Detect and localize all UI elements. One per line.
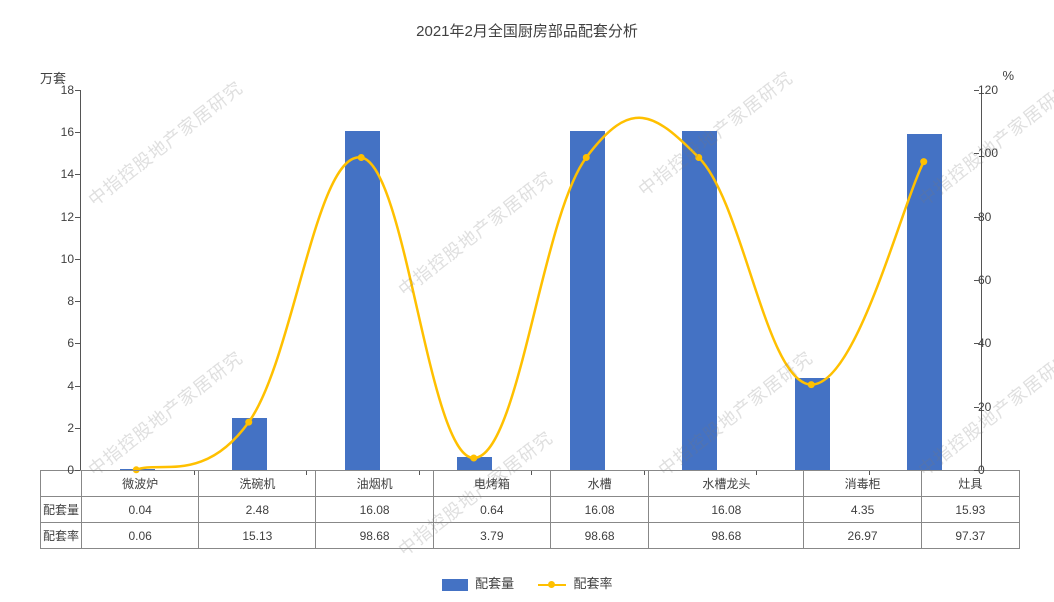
bar [907, 134, 942, 470]
tick-mark [974, 343, 979, 344]
table-cell: 16.08 [550, 497, 648, 523]
table-cell: 98.68 [316, 523, 433, 549]
tick-mark [974, 153, 979, 154]
tick-mark [75, 386, 80, 387]
ytick-right: 60 [978, 273, 1006, 287]
table-cell: 98.68 [550, 523, 648, 549]
ytick-right: 100 [978, 146, 1006, 160]
table-category-header: 洗碗机 [199, 471, 316, 497]
tick-mark [974, 407, 979, 408]
ytick-left: 14 [50, 167, 74, 181]
table-cell: 16.08 [649, 497, 804, 523]
bar [570, 131, 605, 470]
ytick-left: 8 [50, 294, 74, 308]
table-row-header: 配套量 [41, 497, 82, 523]
ytick-left: 2 [50, 421, 74, 435]
ytick-left: 0 [50, 463, 74, 477]
tick-mark [974, 470, 979, 471]
table-category-header: 水槽 [550, 471, 648, 497]
table-cell: 4.35 [804, 497, 921, 523]
ytick-right: 80 [978, 210, 1006, 224]
ytick-right: 0 [978, 463, 1006, 477]
table-category-header: 水槽龙头 [649, 471, 804, 497]
table-category-header: 微波炉 [82, 471, 199, 497]
table-cell: 15.93 [921, 497, 1019, 523]
legend: 配套量 配套率 [0, 573, 1054, 592]
tick-mark [75, 428, 80, 429]
legend-bar-label: 配套量 [475, 576, 514, 591]
table-category-header: 消毒柜 [804, 471, 921, 497]
bar [457, 457, 492, 471]
bar [232, 418, 267, 470]
legend-bar-swatch [442, 579, 468, 591]
table-cell: 16.08 [316, 497, 433, 523]
table-cell: 26.97 [804, 523, 921, 549]
table-cell: 15.13 [199, 523, 316, 549]
tick-mark [974, 280, 979, 281]
table-cell: 0.64 [433, 497, 550, 523]
tick-mark [75, 470, 80, 471]
tick-mark [974, 90, 979, 91]
ytick-right: 120 [978, 83, 1006, 97]
right-axis-label: % [1002, 68, 1014, 83]
ytick-left: 16 [50, 125, 74, 139]
ytick-left: 10 [50, 252, 74, 266]
table-category-header: 电烤箱 [433, 471, 550, 497]
bar [682, 131, 717, 470]
ytick-left: 12 [50, 210, 74, 224]
legend-line-label: 配套率 [573, 576, 612, 591]
table-cell: 0.06 [82, 523, 199, 549]
table-cell: 3.79 [433, 523, 550, 549]
chart-title: 2021年2月全国厨房部品配套分析 [0, 0, 1054, 41]
bar [345, 131, 380, 470]
ytick-left: 4 [50, 379, 74, 393]
tick-mark [75, 259, 80, 260]
tick-mark [75, 90, 80, 91]
ytick-right: 40 [978, 336, 1006, 350]
table-cell: 98.68 [649, 523, 804, 549]
tick-mark [75, 343, 80, 344]
tick-mark [75, 132, 80, 133]
data-table: 微波炉洗碗机油烟机电烤箱水槽水槽龙头消毒柜灶具配套量0.042.4816.080… [40, 470, 1020, 549]
plot-area [80, 90, 982, 471]
table-cell: 2.48 [199, 497, 316, 523]
table-category-header: 油烟机 [316, 471, 433, 497]
bar [795, 378, 830, 470]
tick-mark [974, 217, 979, 218]
ytick-right: 20 [978, 400, 1006, 414]
table-row-header: 配套率 [41, 523, 82, 549]
tick-mark [75, 174, 80, 175]
ytick-left: 6 [50, 336, 74, 350]
legend-line-swatch [538, 584, 566, 586]
tick-mark [75, 217, 80, 218]
tick-mark [75, 301, 80, 302]
table-cell: 97.37 [921, 523, 1019, 549]
ytick-left: 18 [50, 83, 74, 97]
table-cell: 0.04 [82, 497, 199, 523]
